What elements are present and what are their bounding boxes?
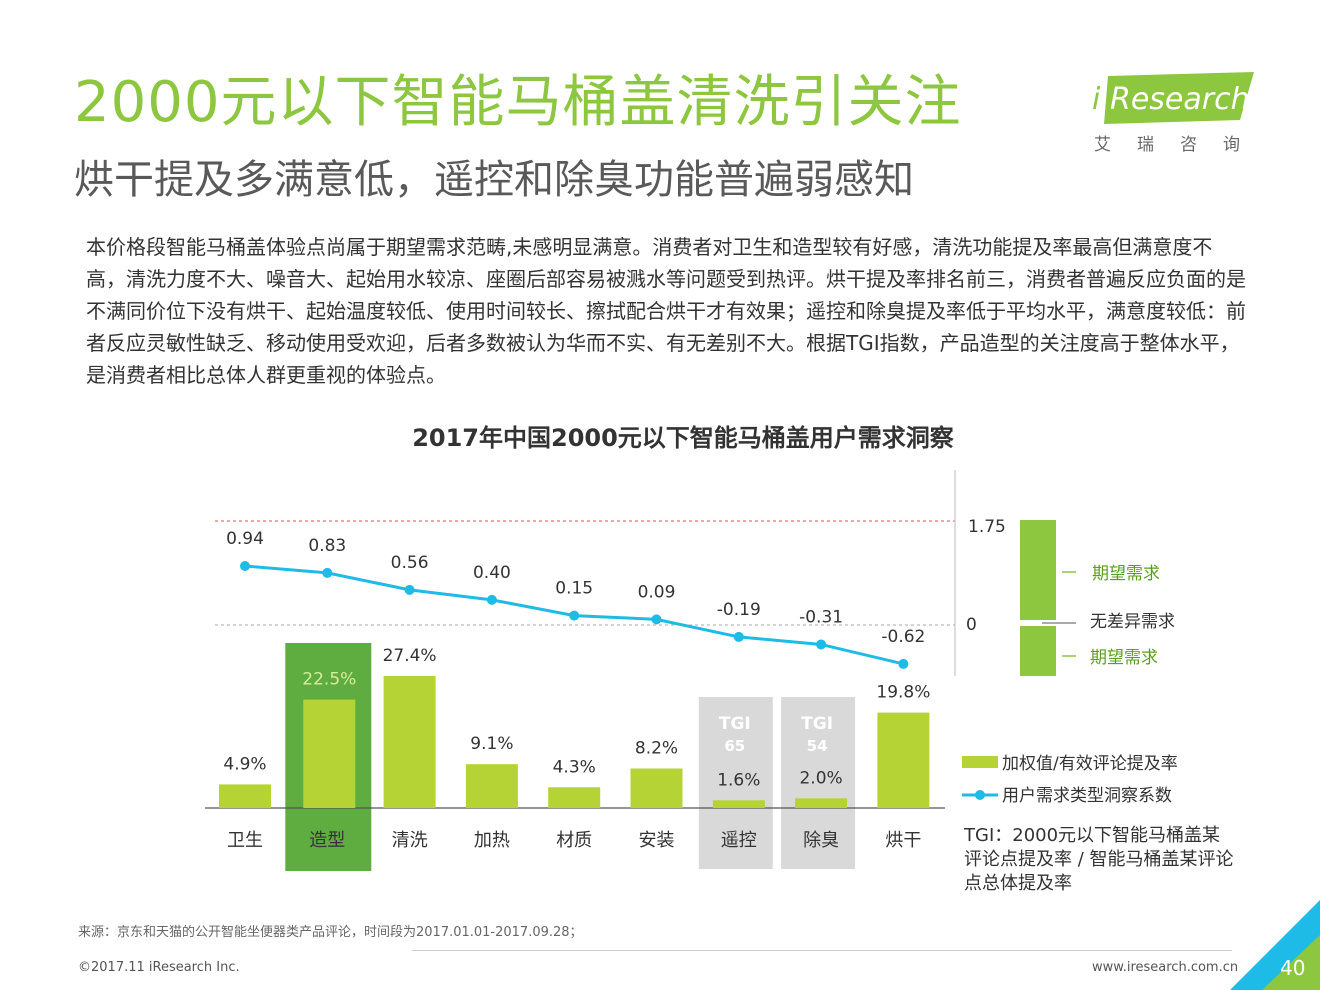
- bar-除臭: [795, 798, 848, 808]
- bar-清洗: [383, 676, 436, 808]
- website-url: www.iresearch.com.cn: [1092, 960, 1239, 975]
- data-labels: 4.9% 22.5% 27.4% 9.1% 4.3% 8.2% 1.6% 2.0% 19.8% 0…: [223, 529, 930, 790]
- tgi-box-遥控: [698, 697, 773, 869]
- legend-label-line: 用户需求类型洞察系数: [1002, 786, 1172, 806]
- legend-swatch-point: [975, 790, 985, 800]
- category-label-清洗: 清洗: [392, 830, 428, 851]
- bar-label-材质: 4.3%: [553, 757, 596, 777]
- tgi-label: TGI: [801, 714, 833, 734]
- line-point-烘干: [898, 658, 909, 669]
- logo-chinese: 艾瑞咨询: [1094, 135, 1266, 155]
- iresearch-logo: [1104, 72, 1254, 124]
- page-corner: [1230, 900, 1320, 990]
- line-label-卫生: 0.94: [226, 529, 264, 549]
- line-label-造型: 0.83: [308, 536, 346, 556]
- line-label-烘干: -0.62: [881, 627, 925, 647]
- line-label-除臭: -0.31: [799, 607, 843, 627]
- category-label-烘干: 烘干: [885, 830, 921, 851]
- chart-title: 2017年中国2000元以下智能马桶盖用户需求洞察: [412, 424, 954, 452]
- bar-series: [219, 676, 930, 808]
- line-point-材质: [569, 610, 580, 621]
- line-series: [240, 561, 909, 669]
- bar-label-造型: 22.5%: [302, 670, 356, 690]
- line-label-加热: 0.40: [473, 563, 511, 583]
- footer-divider: [412, 950, 1232, 951]
- category-label-安装: 安装: [639, 830, 675, 851]
- category-label-造型: 造型: [309, 830, 345, 851]
- line-label-材质: 0.15: [555, 579, 593, 599]
- line-point-清洗: [404, 584, 415, 595]
- copyright: ©2017.11 iResearch Inc.: [78, 960, 240, 975]
- source-note: 来源：京东和天猫的公开智能坐便器类产品评论，时间段为2017.01.01-201…: [78, 925, 583, 940]
- line-point-除臭: [816, 639, 827, 650]
- bar-label-加热: 9.1%: [470, 734, 513, 754]
- bar-label-清洗: 27.4%: [383, 646, 437, 666]
- bar-加热: [465, 764, 518, 808]
- tgi-value: 65: [724, 737, 745, 755]
- category-labels: 卫生 造型 清洗 加热 材质 安装 遥控 除臭 烘干: [227, 830, 921, 851]
- bar-label-卫生: 4.9%: [223, 754, 266, 774]
- right-tick-zero: 0: [966, 615, 977, 635]
- bar-造型: [303, 699, 356, 808]
- category-label-除臭: 除臭: [803, 830, 839, 851]
- category-label-卫生: 卫生: [227, 830, 263, 851]
- category-label-材质: 材质: [556, 830, 592, 851]
- line-label-遥控: -0.19: [717, 600, 761, 620]
- band-label-upper: 期望需求: [1092, 564, 1160, 584]
- bar-label-烘干: 19.8%: [876, 683, 930, 703]
- bar-label-遥控: 1.6%: [717, 770, 760, 790]
- page-subtitle: 烘干提及多满意低，遥控和除臭功能普遍弱感知: [74, 157, 914, 203]
- band-label-lower: 期望需求: [1090, 648, 1158, 668]
- line-point-卫生: [240, 561, 250, 571]
- bar-遥控: [712, 800, 765, 808]
- line-label-安装: 0.09: [638, 582, 676, 602]
- category-label-遥控: 遥控: [721, 830, 757, 851]
- bar-label-安装: 8.2%: [635, 738, 678, 758]
- line-point-加热: [486, 594, 497, 605]
- legend-swatch-bar: [962, 756, 998, 768]
- bar-安装: [630, 768, 683, 808]
- tgi-note: TGI：2000元以下智能马桶盖某评论点提及率 / 智能马桶盖某评论点总体提及率: [964, 825, 1234, 894]
- category-label-加热: 加热: [474, 830, 510, 851]
- line-point-遥控: [733, 631, 744, 642]
- tgi-value: 54: [807, 737, 828, 755]
- band-lower: [1020, 626, 1056, 676]
- bar-材质: [548, 787, 601, 808]
- line-label-清洗: 0.56: [391, 553, 429, 573]
- page-number: 40: [1280, 956, 1306, 980]
- band-upper: [1020, 520, 1056, 620]
- corner-green: [1262, 935, 1320, 990]
- legend-label-bar: 加权值/有效评论提及率: [1002, 754, 1178, 774]
- logo-i-letter: i: [1092, 82, 1101, 117]
- band-label-middle: 无差异需求: [1090, 612, 1175, 632]
- tgi-label: TGI: [719, 714, 751, 734]
- bar-烘干: [877, 712, 930, 808]
- bar-label-除臭: 2.0%: [799, 768, 842, 788]
- right-tick-upper: 1.75: [968, 517, 1006, 537]
- logo-wordmark: Research: [1110, 82, 1250, 117]
- body-paragraph: 本价格段智能马桶盖体验点尚属于期望需求范畴,未感明显满意。消费者对卫生和造型较有…: [86, 235, 1246, 387]
- page-title: 2000元以下智能马桶盖清洗引关注: [74, 70, 962, 135]
- bar-卫生: [219, 784, 271, 808]
- tgi-box-除臭: [781, 697, 856, 869]
- line-point-造型: [322, 567, 333, 578]
- line-point-安装: [651, 614, 662, 625]
